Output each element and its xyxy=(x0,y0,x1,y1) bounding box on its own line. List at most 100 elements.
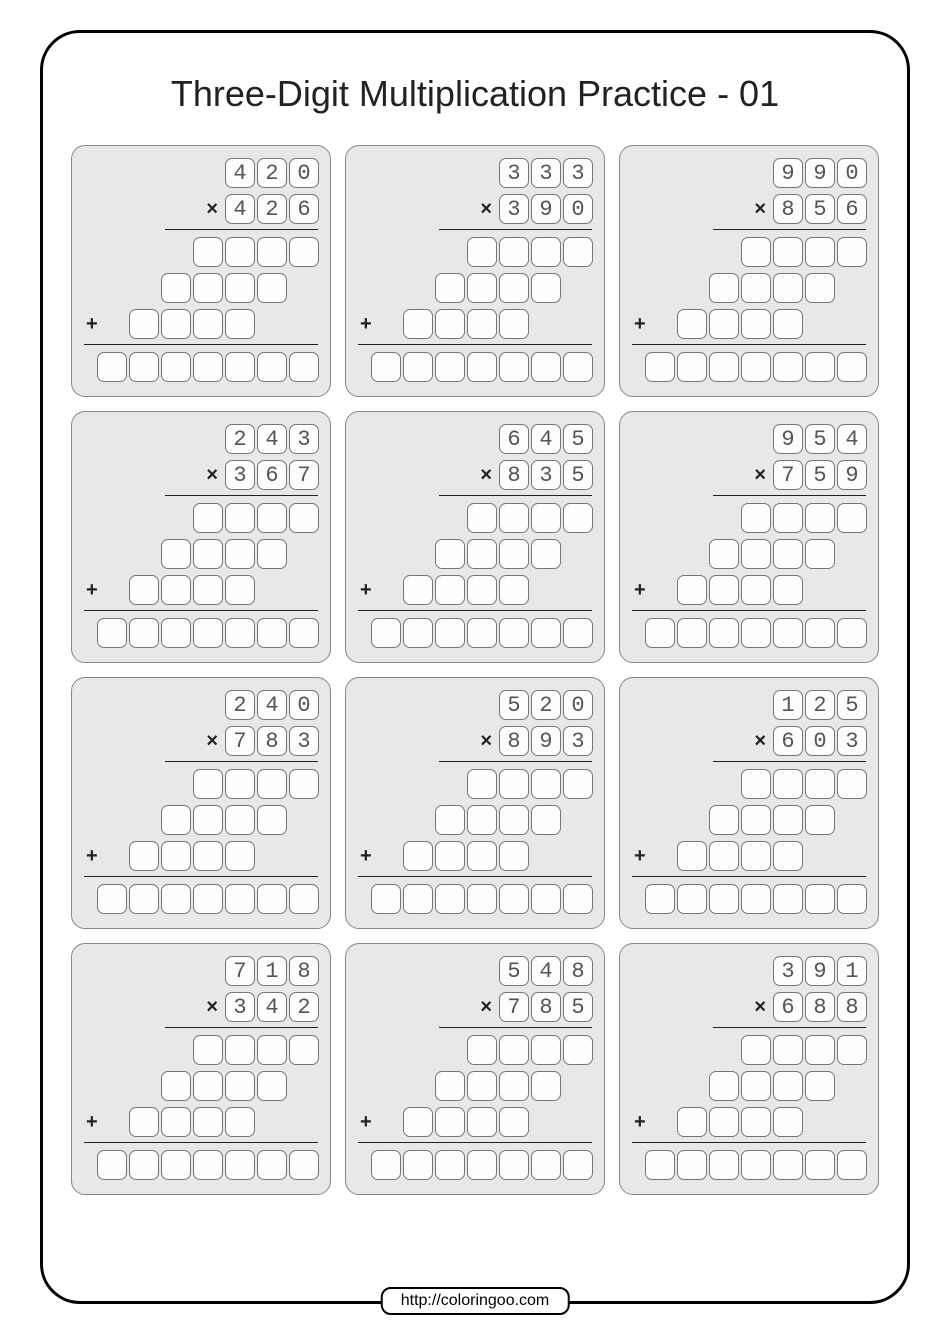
answer-box[interactable] xyxy=(741,309,771,339)
answer-box[interactable] xyxy=(193,1035,223,1065)
answer-box[interactable] xyxy=(225,769,255,799)
answer-box[interactable] xyxy=(193,1071,223,1101)
answer-box[interactable] xyxy=(435,273,465,303)
answer-box[interactable] xyxy=(193,769,223,799)
answer-box[interactable] xyxy=(435,352,465,382)
answer-box[interactable] xyxy=(435,1071,465,1101)
answer-box[interactable] xyxy=(805,1150,835,1180)
answer-box[interactable] xyxy=(225,805,255,835)
answer-box[interactable] xyxy=(531,805,561,835)
answer-box[interactable] xyxy=(161,352,191,382)
answer-box[interactable] xyxy=(741,237,771,267)
answer-box[interactable] xyxy=(773,618,803,648)
answer-box[interactable] xyxy=(773,539,803,569)
answer-box[interactable] xyxy=(563,884,593,914)
answer-box[interactable] xyxy=(645,618,675,648)
answer-box[interactable] xyxy=(805,769,835,799)
answer-box[interactable] xyxy=(161,309,191,339)
answer-box[interactable] xyxy=(837,1035,867,1065)
answer-box[interactable] xyxy=(531,769,561,799)
answer-box[interactable] xyxy=(289,352,319,382)
answer-box[interactable] xyxy=(677,618,707,648)
answer-box[interactable] xyxy=(837,237,867,267)
answer-box[interactable] xyxy=(499,352,529,382)
answer-box[interactable] xyxy=(499,309,529,339)
answer-box[interactable] xyxy=(499,884,529,914)
answer-box[interactable] xyxy=(837,352,867,382)
answer-box[interactable] xyxy=(371,352,401,382)
answer-box[interactable] xyxy=(563,503,593,533)
answer-box[interactable] xyxy=(97,352,127,382)
answer-box[interactable] xyxy=(97,618,127,648)
answer-box[interactable] xyxy=(161,841,191,871)
answer-box[interactable] xyxy=(499,273,529,303)
answer-box[interactable] xyxy=(435,618,465,648)
answer-box[interactable] xyxy=(773,1071,803,1101)
answer-box[interactable] xyxy=(741,1107,771,1137)
answer-box[interactable] xyxy=(257,884,287,914)
answer-box[interactable] xyxy=(97,884,127,914)
answer-box[interactable] xyxy=(741,769,771,799)
answer-box[interactable] xyxy=(193,805,223,835)
answer-box[interactable] xyxy=(193,618,223,648)
answer-box[interactable] xyxy=(741,503,771,533)
answer-box[interactable] xyxy=(257,273,287,303)
answer-box[interactable] xyxy=(805,237,835,267)
answer-box[interactable] xyxy=(467,539,497,569)
answer-box[interactable] xyxy=(677,309,707,339)
answer-box[interactable] xyxy=(741,539,771,569)
answer-box[interactable] xyxy=(289,237,319,267)
answer-box[interactable] xyxy=(773,769,803,799)
answer-box[interactable] xyxy=(193,309,223,339)
answer-box[interactable] xyxy=(709,539,739,569)
answer-box[interactable] xyxy=(709,841,739,871)
answer-box[interactable] xyxy=(467,805,497,835)
answer-box[interactable] xyxy=(499,841,529,871)
answer-box[interactable] xyxy=(403,841,433,871)
answer-box[interactable] xyxy=(403,618,433,648)
answer-box[interactable] xyxy=(709,884,739,914)
answer-box[interactable] xyxy=(531,618,561,648)
answer-box[interactable] xyxy=(403,884,433,914)
answer-box[interactable] xyxy=(257,352,287,382)
answer-box[interactable] xyxy=(741,805,771,835)
answer-box[interactable] xyxy=(467,309,497,339)
answer-box[interactable] xyxy=(467,503,497,533)
answer-box[interactable] xyxy=(225,237,255,267)
answer-box[interactable] xyxy=(403,352,433,382)
answer-box[interactable] xyxy=(257,618,287,648)
answer-box[interactable] xyxy=(563,352,593,382)
answer-box[interactable] xyxy=(773,352,803,382)
answer-box[interactable] xyxy=(161,575,191,605)
answer-box[interactable] xyxy=(837,884,867,914)
answer-box[interactable] xyxy=(467,1071,497,1101)
answer-box[interactable] xyxy=(741,1150,771,1180)
answer-box[interactable] xyxy=(225,1107,255,1137)
answer-box[interactable] xyxy=(773,309,803,339)
answer-box[interactable] xyxy=(289,884,319,914)
answer-box[interactable] xyxy=(289,1035,319,1065)
answer-box[interactable] xyxy=(129,841,159,871)
answer-box[interactable] xyxy=(467,1107,497,1137)
answer-box[interactable] xyxy=(531,884,561,914)
answer-box[interactable] xyxy=(193,1150,223,1180)
answer-box[interactable] xyxy=(499,237,529,267)
answer-box[interactable] xyxy=(435,1107,465,1137)
answer-box[interactable] xyxy=(805,273,835,303)
answer-box[interactable] xyxy=(467,841,497,871)
answer-box[interactable] xyxy=(531,237,561,267)
answer-box[interactable] xyxy=(129,1107,159,1137)
answer-box[interactable] xyxy=(563,769,593,799)
answer-box[interactable] xyxy=(467,1150,497,1180)
answer-box[interactable] xyxy=(773,841,803,871)
answer-box[interactable] xyxy=(193,841,223,871)
answer-box[interactable] xyxy=(741,575,771,605)
answer-box[interactable] xyxy=(225,1150,255,1180)
answer-box[interactable] xyxy=(193,273,223,303)
answer-box[interactable] xyxy=(499,1150,529,1180)
answer-box[interactable] xyxy=(289,769,319,799)
answer-box[interactable] xyxy=(193,352,223,382)
answer-box[interactable] xyxy=(257,1035,287,1065)
answer-box[interactable] xyxy=(773,1035,803,1065)
answer-box[interactable] xyxy=(225,618,255,648)
